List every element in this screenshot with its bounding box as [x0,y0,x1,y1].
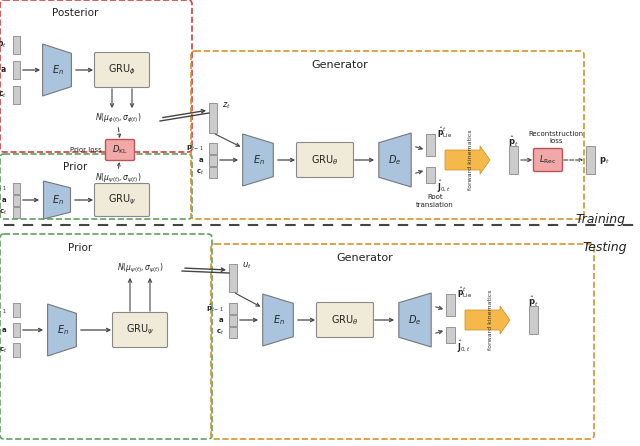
Text: $\hat{\mathbf{p}}_{t-1}$: $\hat{\mathbf{p}}_{t-1}$ [0,304,7,316]
Text: $u_t$: $u_t$ [242,261,252,271]
Bar [13,61,19,79]
Text: $\mathrm{GRU}_\psi$: $\mathrm{GRU}_\psi$ [108,193,136,207]
Text: $\mathrm{GRU}_\psi$: $\mathrm{GRU}_\psi$ [126,323,154,337]
Text: Testing: Testing [583,241,627,255]
Polygon shape [243,134,273,186]
Polygon shape [43,44,72,96]
Text: $N(\mu_{\psi(t)}, \sigma_{\psi(t)})$: $N(\mu_{\psi(t)}, \sigma_{\psi(t)})$ [116,261,163,275]
Text: Training: Training [575,214,625,227]
Text: $\hat{\mathbf{J}}_{0,t}$: $\hat{\mathbf{J}}_{0,t}$ [457,339,470,355]
Text: Root: Root [427,194,443,200]
Text: Posterior: Posterior [52,8,98,18]
Bar [229,326,237,338]
Text: $\mathrm{GRU}_\theta$: $\mathrm{GRU}_\theta$ [311,153,339,167]
Text: $\mathbf{c}_t$: $\mathbf{c}_t$ [216,327,224,337]
Bar [229,302,237,314]
Text: $E_n$: $E_n$ [253,153,265,167]
Bar [13,343,19,357]
FancyArrow shape [465,306,510,334]
Bar [209,103,217,133]
Text: $\mathbf{a}$: $\mathbf{a}$ [218,316,224,324]
Text: $\mathbf{a}$: $\mathbf{a}$ [1,196,7,204]
Text: $N(\mu_{\psi(t)}, \sigma_{\psi(t)})$: $N(\mu_{\psi(t)}, \sigma_{\psi(t)})$ [95,171,141,185]
Bar [229,264,237,292]
Text: Generator: Generator [312,60,369,70]
FancyBboxPatch shape [317,302,374,338]
Bar [13,182,19,194]
Bar [509,146,518,174]
Text: $\hat{\mathbf{J}}_{0,t}$: $\hat{\mathbf{J}}_{0,t}$ [437,179,451,195]
Bar [13,36,19,54]
Text: Recontstruction: Recontstruction [529,131,584,137]
Text: $\mathbf{a}$: $\mathbf{a}$ [1,66,7,74]
FancyBboxPatch shape [534,149,563,172]
Text: Prior loss: Prior loss [70,147,102,153]
Text: $D_e$: $D_e$ [388,153,402,167]
Text: $\hat{\mathbf{p}}_t$: $\hat{\mathbf{p}}_t$ [528,295,538,309]
Polygon shape [262,294,293,346]
Text: $\mathbf{p}_{t-1}$: $\mathbf{p}_{t-1}$ [0,183,7,193]
Text: $E_n$: $E_n$ [57,323,69,337]
Bar [209,143,217,153]
Text: $\mathrm{GRU}_\phi$: $\mathrm{GRU}_\phi$ [108,63,136,77]
FancyBboxPatch shape [113,313,168,347]
Text: $\mathbf{p}_t$: $\mathbf{p}_t$ [0,40,7,50]
Text: $\hat{\mathbf{p}}^t_{\mathrm{Lie}}$: $\hat{\mathbf{p}}^t_{\mathrm{Lie}}$ [457,285,472,301]
Polygon shape [399,293,431,347]
Text: $N(\mu_{\phi(t)}, \sigma_{\phi(t)})$: $N(\mu_{\phi(t)}, \sigma_{\phi(t)})$ [95,112,141,124]
Bar [229,314,237,326]
Text: $\hat{\mathbf{p}}_{t-1}$: $\hat{\mathbf{p}}_{t-1}$ [206,302,224,314]
Text: forward kinematics: forward kinematics [468,130,473,190]
Polygon shape [47,304,76,356]
Text: $\mathbf{c}_t$: $\mathbf{c}_t$ [196,167,204,177]
Text: $D_e$: $D_e$ [408,313,422,327]
Bar [209,154,217,165]
FancyBboxPatch shape [95,183,150,216]
Text: $E_n$: $E_n$ [52,63,64,77]
Text: Generator: Generator [337,253,394,263]
Bar [13,194,19,206]
Text: $\mathbf{c}_t$: $\mathbf{c}_t$ [0,207,7,217]
Text: $D_{\mathrm{KL}}$: $D_{\mathrm{KL}}$ [112,144,128,156]
Text: $E_n$: $E_n$ [273,313,285,327]
FancyArrow shape [445,146,490,174]
Text: $\mathrm{GRU}_\theta$: $\mathrm{GRU}_\theta$ [332,313,359,327]
Text: $\mathbf{c}_t$: $\mathbf{c}_t$ [0,90,7,100]
Bar [445,294,454,316]
FancyBboxPatch shape [296,143,353,178]
Bar [13,206,19,218]
Text: Prior: Prior [63,162,87,172]
Bar [209,166,217,178]
Polygon shape [379,133,412,187]
Bar [13,323,19,337]
Polygon shape [44,181,70,219]
Bar [426,134,435,156]
Bar [13,86,19,104]
Text: loss: loss [549,138,563,144]
Text: Prior: Prior [68,243,92,253]
Bar [445,327,454,343]
Text: forward kinematics: forward kinematics [488,290,493,350]
Bar [426,167,435,183]
Text: $\hat{\mathbf{p}}^t_{\mathrm{Lie}}$: $\hat{\mathbf{p}}^t_{\mathrm{Lie}}$ [437,125,452,140]
FancyBboxPatch shape [106,140,134,161]
Bar [13,303,19,317]
Text: $z_t$: $z_t$ [222,101,231,111]
Text: $\mathbf{a}$: $\mathbf{a}$ [1,326,7,334]
Text: $\mathbf{a}$: $\mathbf{a}$ [198,156,204,164]
Bar [529,306,538,334]
Text: $E_n$: $E_n$ [52,193,64,207]
Text: $\hat{\mathbf{p}}_t$: $\hat{\mathbf{p}}_t$ [508,135,518,149]
Text: $\mathbf{p}_t$: $\mathbf{p}_t$ [599,154,609,165]
FancyBboxPatch shape [95,53,150,87]
Text: translation: translation [416,202,454,208]
Text: $\mathbf{p}_{t-1}$: $\mathbf{p}_{t-1}$ [186,144,204,153]
Text: $L_{\mathrm{Rec}}$: $L_{\mathrm{Rec}}$ [540,154,557,166]
Text: $\mathbf{c}_t$: $\mathbf{c}_t$ [0,345,7,355]
Bar [586,146,595,174]
